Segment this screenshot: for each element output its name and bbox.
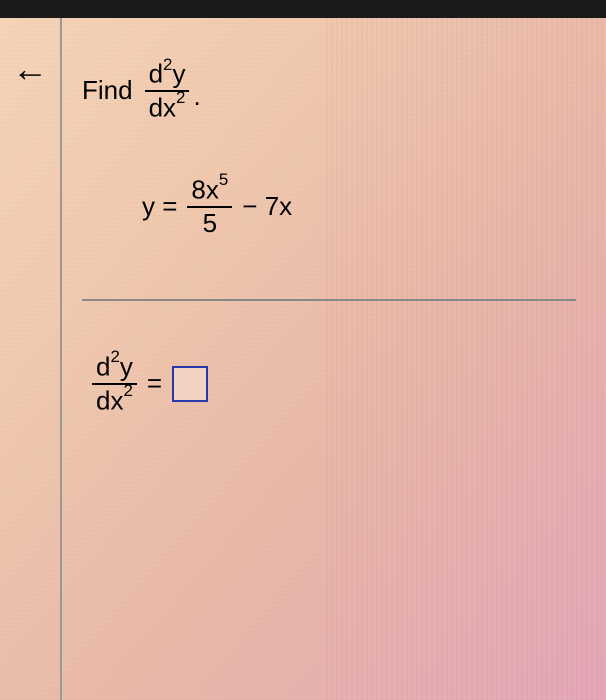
find-block: Find d2y dx2 . [82,58,576,124]
num-coef: 8x [191,174,218,204]
ans-d-base: d [96,351,110,381]
ans-dx-base: dx [96,385,123,415]
back-arrow-icon[interactable]: ← [12,48,48,90]
eq-fraction-den: 5 [199,208,221,239]
equation-lhs: y = [142,191,177,222]
equation-rhs: 8x5 5 − 7x [187,174,292,239]
ans-d-exp: 2 [110,347,119,366]
top-bar [0,0,606,18]
equation-block: y = 8x5 5 − 7x [142,174,576,239]
ans-y-var: y [120,351,133,381]
fraction-denominator: dx2 [145,92,190,124]
num-exp: 5 [219,170,228,189]
answer-fraction-den: dx2 [92,385,137,417]
answer-fraction-num: d2y [92,351,137,383]
derivative-fraction: d2y dx2 [145,58,190,124]
y-var: y [172,59,185,89]
left-column: ← [0,18,60,700]
answer-block: d2y dx2 = [92,351,576,417]
main-content: Find d2y dx2 . y = 8x5 5 [62,18,606,700]
dx-exp: 2 [176,88,185,107]
answer-derivative-fraction: d2y dx2 [92,351,137,417]
eq-fraction-num: 8x5 [187,174,232,206]
fraction-numerator: d2y [145,58,190,90]
period: . [193,81,200,112]
equals-sign: = [147,368,162,399]
equation-fraction: 8x5 5 [187,174,232,239]
d-base: d [149,59,163,89]
equation-tail: − 7x [242,191,292,222]
horizontal-divider [82,299,576,301]
content-wrapper: ← Find d2y dx2 . y = 8x5 [0,18,606,700]
dx-base: dx [149,93,176,123]
d-exp: 2 [163,55,172,74]
ans-dx-exp: 2 [123,381,132,400]
find-label: Find [82,75,133,106]
answer-input-box[interactable] [172,366,208,402]
